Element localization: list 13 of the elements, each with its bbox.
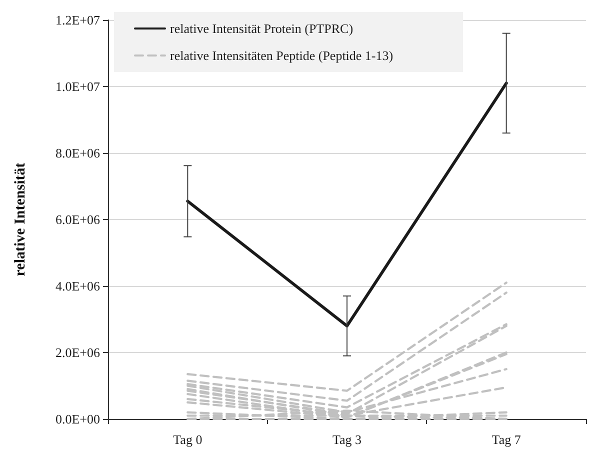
y-tick-label: 0.0E+00 [55, 412, 100, 426]
legend-label: relative Intensität Protein (PTPRC) [170, 21, 354, 36]
legend-label: relative Intensitäten Peptide (Peptide 1-13) [170, 48, 394, 63]
y-tick-label: 8.0E+06 [55, 146, 100, 160]
y-axis-title: relative Intensität [12, 162, 28, 276]
y-tick-label: 2.0E+06 [55, 345, 100, 360]
x-tick-label: Tag 3 [332, 432, 362, 447]
y-tick-label: 1.2E+07 [55, 12, 100, 28]
y-tick-label: 4.0E+06 [55, 278, 100, 294]
y-tick-label: 1.0E+07 [55, 79, 100, 94]
y-tick-label: 6.0E+06 [55, 212, 100, 227]
x-tick-label: Tag 0 [173, 432, 202, 447]
x-tick-label: Tag 7 [492, 432, 522, 447]
